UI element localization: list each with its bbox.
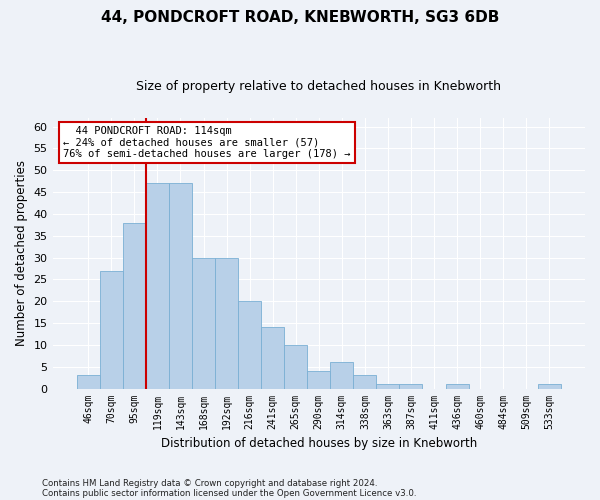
Bar xyxy=(169,184,192,388)
Bar xyxy=(192,258,215,388)
Bar xyxy=(215,258,238,388)
Bar xyxy=(353,376,376,388)
Bar xyxy=(238,301,261,388)
Title: Size of property relative to detached houses in Knebworth: Size of property relative to detached ho… xyxy=(136,80,501,93)
Bar xyxy=(400,384,422,388)
Text: Contains public sector information licensed under the Open Government Licence v3: Contains public sector information licen… xyxy=(42,488,416,498)
Text: 44 PONDCROFT ROAD: 114sqm
← 24% of detached houses are smaller (57)
76% of semi-: 44 PONDCROFT ROAD: 114sqm ← 24% of detac… xyxy=(63,126,350,159)
Bar xyxy=(77,376,100,388)
Bar xyxy=(146,184,169,388)
Bar xyxy=(261,328,284,388)
Bar xyxy=(330,362,353,388)
Bar xyxy=(100,270,123,388)
Bar xyxy=(123,222,146,388)
Text: Contains HM Land Registry data © Crown copyright and database right 2024.: Contains HM Land Registry data © Crown c… xyxy=(42,478,377,488)
Bar xyxy=(307,371,330,388)
Y-axis label: Number of detached properties: Number of detached properties xyxy=(15,160,28,346)
Bar xyxy=(376,384,400,388)
Bar xyxy=(284,345,307,389)
X-axis label: Distribution of detached houses by size in Knebworth: Distribution of detached houses by size … xyxy=(161,437,477,450)
Text: 44, PONDCROFT ROAD, KNEBWORTH, SG3 6DB: 44, PONDCROFT ROAD, KNEBWORTH, SG3 6DB xyxy=(101,10,499,25)
Bar xyxy=(538,384,561,388)
Bar xyxy=(446,384,469,388)
